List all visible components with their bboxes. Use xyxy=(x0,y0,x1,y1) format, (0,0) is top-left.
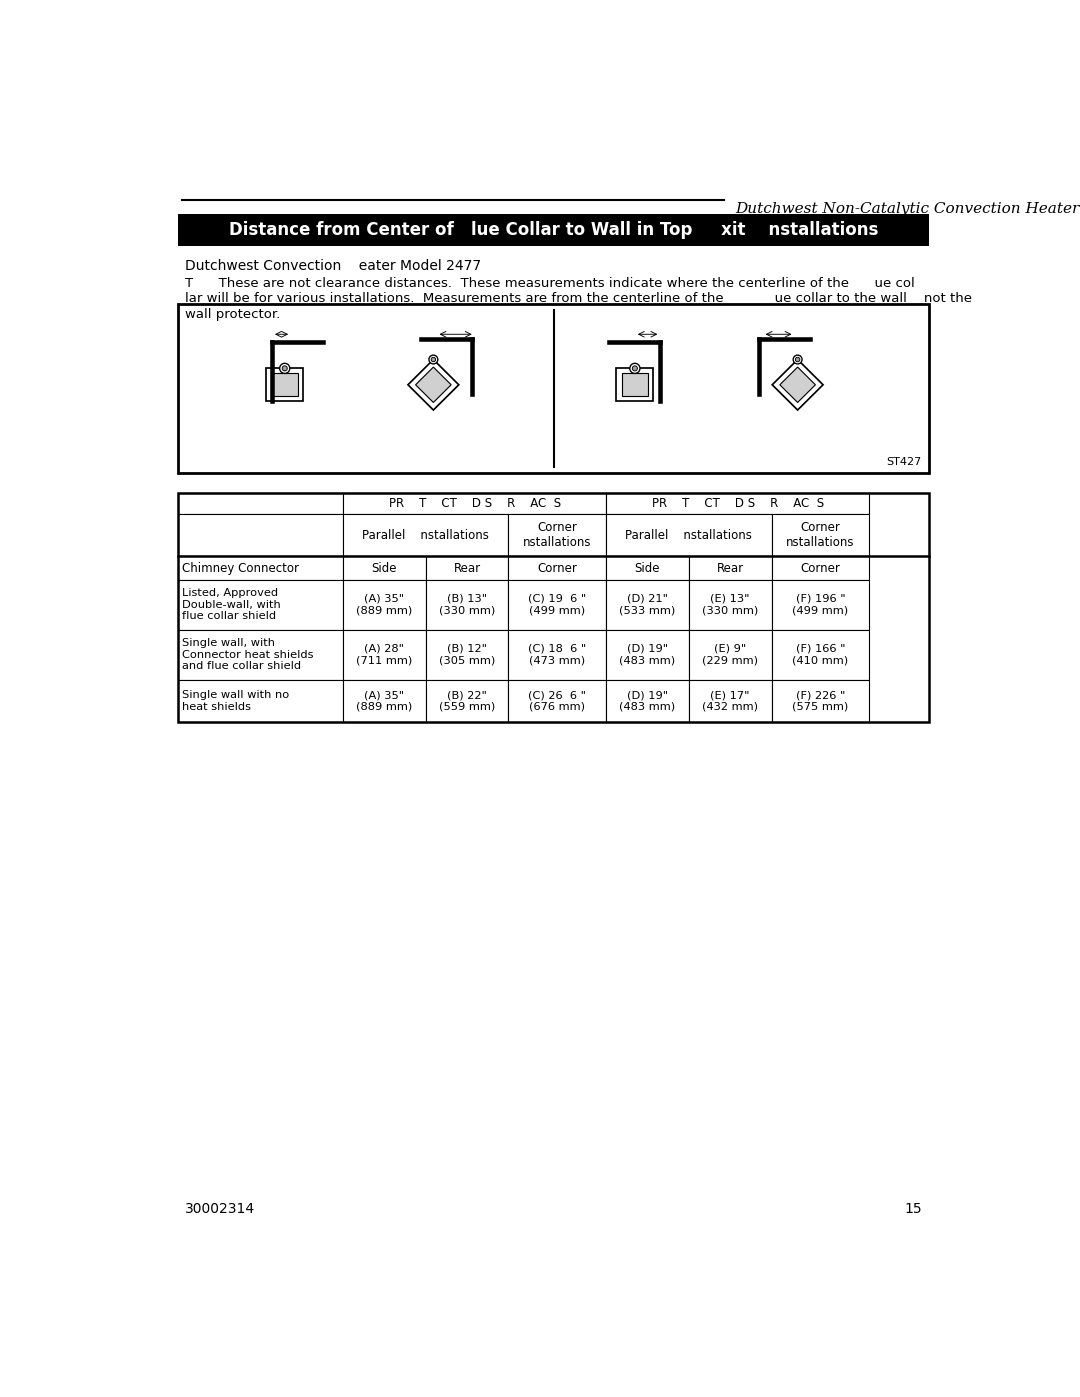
Text: Corner
nstallations: Corner nstallations xyxy=(786,521,854,549)
Text: Chimney Connector: Chimney Connector xyxy=(181,562,298,574)
Circle shape xyxy=(632,366,637,370)
Text: (F) 226 "
(575 mm): (F) 226 " (575 mm) xyxy=(793,690,849,711)
Text: Parallel    nstallations: Parallel nstallations xyxy=(362,529,489,542)
Text: (E) 9"
(229 mm): (E) 9" (229 mm) xyxy=(702,644,758,665)
Bar xyxy=(343,556,426,580)
Text: (B) 22"
(559 mm): (B) 22" (559 mm) xyxy=(438,690,495,711)
Text: 30002314: 30002314 xyxy=(186,1203,256,1217)
Bar xyxy=(606,680,689,722)
Bar xyxy=(426,680,509,722)
Bar xyxy=(689,680,771,722)
Bar xyxy=(343,680,426,722)
Bar xyxy=(177,493,343,514)
Bar xyxy=(771,680,869,722)
Bar xyxy=(343,630,426,680)
Bar xyxy=(177,680,343,722)
Bar xyxy=(771,580,869,630)
Text: (F) 196 "
(499 mm): (F) 196 " (499 mm) xyxy=(793,594,849,616)
Text: (C) 19  6 "
(499 mm): (C) 19 6 " (499 mm) xyxy=(528,594,586,616)
Bar xyxy=(177,630,343,680)
Bar xyxy=(177,305,930,474)
Text: wall protector.: wall protector. xyxy=(186,307,281,321)
Bar xyxy=(689,580,771,630)
Bar xyxy=(267,369,303,401)
Bar xyxy=(509,630,606,680)
Circle shape xyxy=(280,363,289,373)
Text: Corner: Corner xyxy=(538,562,577,574)
Text: Single wall with no
heat shields: Single wall with no heat shields xyxy=(181,690,288,711)
Text: (E) 13"
(330 mm): (E) 13" (330 mm) xyxy=(702,594,758,616)
Text: 15: 15 xyxy=(904,1203,921,1217)
Circle shape xyxy=(630,363,640,373)
Text: Rear: Rear xyxy=(717,562,744,574)
Text: (B) 12"
(305 mm): (B) 12" (305 mm) xyxy=(438,644,495,665)
Bar xyxy=(689,556,771,580)
Circle shape xyxy=(793,355,802,365)
Bar xyxy=(771,556,869,580)
Text: (D) 19"
(483 mm): (D) 19" (483 mm) xyxy=(620,644,675,665)
Bar xyxy=(426,556,509,580)
Text: Single wall, with
Connector heat shields
and flue collar shield: Single wall, with Connector heat shields… xyxy=(181,638,313,672)
Bar xyxy=(509,580,606,630)
Bar xyxy=(509,514,606,556)
Bar xyxy=(426,630,509,680)
Text: T      These are not clearance distances.  These measurements indicate where the: T These are not clearance distances. The… xyxy=(186,277,915,291)
Bar xyxy=(343,514,509,556)
Text: (D) 21"
(533 mm): (D) 21" (533 mm) xyxy=(619,594,676,616)
Bar xyxy=(771,514,869,556)
Text: (A) 28"
(711 mm): (A) 28" (711 mm) xyxy=(356,644,413,665)
Text: Listed, Approved
Double-wall, with
flue collar shield: Listed, Approved Double-wall, with flue … xyxy=(181,588,280,622)
Text: Dutchwest Non-Catalytic Convection Heater: Dutchwest Non-Catalytic Convection Heate… xyxy=(735,201,1080,215)
Text: (B) 13"
(330 mm): (B) 13" (330 mm) xyxy=(438,594,495,616)
Bar xyxy=(509,680,606,722)
Bar xyxy=(606,514,771,556)
Polygon shape xyxy=(780,367,815,402)
Text: Parallel    nstallations: Parallel nstallations xyxy=(625,529,753,542)
Polygon shape xyxy=(408,359,459,411)
Bar xyxy=(177,214,930,246)
Polygon shape xyxy=(416,367,451,402)
Bar xyxy=(426,580,509,630)
Bar xyxy=(621,373,648,397)
Polygon shape xyxy=(772,359,823,411)
Bar xyxy=(606,580,689,630)
Text: Distance from Center of   lue Collar to Wall in Top     xit    nstallations: Distance from Center of lue Collar to Wa… xyxy=(229,221,878,239)
Text: Side: Side xyxy=(372,562,397,574)
Text: (E) 17"
(432 mm): (E) 17" (432 mm) xyxy=(702,690,758,711)
Bar xyxy=(771,630,869,680)
Bar xyxy=(617,369,653,401)
Text: (C) 26  6 "
(676 mm): (C) 26 6 " (676 mm) xyxy=(528,690,586,711)
Text: (C) 18  6 "
(473 mm): (C) 18 6 " (473 mm) xyxy=(528,644,586,665)
Text: (A) 35"
(889 mm): (A) 35" (889 mm) xyxy=(356,690,413,711)
Circle shape xyxy=(431,358,435,362)
Bar xyxy=(271,373,298,397)
Bar xyxy=(606,630,689,680)
Bar xyxy=(689,630,771,680)
Bar xyxy=(177,493,930,722)
Text: (F) 166 "
(410 mm): (F) 166 " (410 mm) xyxy=(793,644,849,665)
Bar xyxy=(177,514,343,556)
Text: (D) 19"
(483 mm): (D) 19" (483 mm) xyxy=(620,690,675,711)
Bar xyxy=(509,556,606,580)
Text: Rear: Rear xyxy=(454,562,481,574)
Text: lar will be for various installations.  Measurements are from the centerline of : lar will be for various installations. M… xyxy=(186,292,972,306)
Circle shape xyxy=(429,355,437,365)
Bar xyxy=(606,556,689,580)
Text: PR    T    CT    D S    R    AC  S: PR T CT D S R AC S xyxy=(651,497,824,510)
Text: PR    T    CT    D S    R    AC  S: PR T CT D S R AC S xyxy=(389,497,561,510)
Text: Corner
nstallations: Corner nstallations xyxy=(523,521,592,549)
Bar xyxy=(343,493,606,514)
Circle shape xyxy=(795,358,800,362)
Text: (A) 35"
(889 mm): (A) 35" (889 mm) xyxy=(356,594,413,616)
Text: Side: Side xyxy=(635,562,660,574)
Bar xyxy=(177,556,343,580)
Text: ST427: ST427 xyxy=(887,457,921,467)
Text: Corner: Corner xyxy=(800,562,840,574)
Bar xyxy=(606,493,869,514)
Bar xyxy=(343,580,426,630)
Bar xyxy=(177,580,343,630)
Text: Dutchwest Convection    eater Model 2477: Dutchwest Convection eater Model 2477 xyxy=(186,260,482,274)
Circle shape xyxy=(282,366,287,370)
